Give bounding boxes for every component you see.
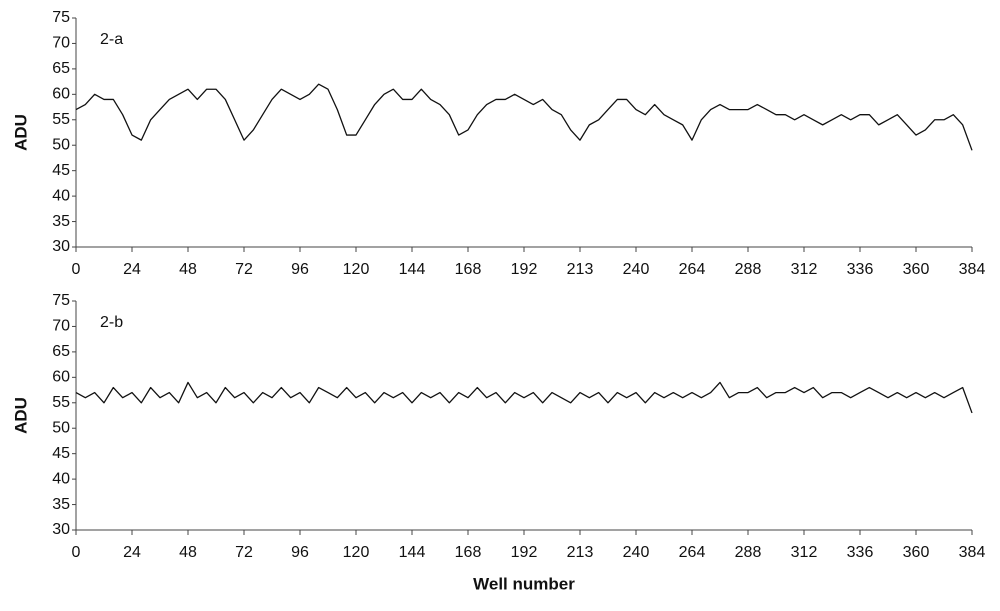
y-tick-label: 70: [52, 318, 70, 335]
x-tick-label: 96: [291, 261, 309, 278]
x-tick-label: 144: [399, 261, 426, 278]
y-tick-label: 75: [52, 292, 70, 309]
x-tick-label: 336: [847, 544, 874, 561]
y-tick-label: 60: [52, 86, 70, 103]
x-tick-label: 72: [235, 544, 253, 561]
annotation: 2-a: [100, 31, 123, 48]
y-tick-label: 50: [52, 136, 70, 153]
x-tick-label: 120: [343, 544, 370, 561]
x-tick-label: 213: [567, 261, 594, 278]
y-tick-label: 70: [52, 35, 70, 52]
x-tick-label: 312: [791, 544, 818, 561]
y-tick-label: 75: [52, 9, 70, 26]
x-tick-label: 168: [455, 261, 482, 278]
data-line: [75, 83, 973, 151]
y-tick-label: 40: [52, 187, 70, 204]
x-tick-label: 384: [959, 544, 986, 561]
y-tick-label: 35: [52, 213, 70, 230]
y-axis-title: ADU: [11, 114, 30, 151]
x-tick-label: 24: [123, 544, 141, 561]
x-tick-label: 0: [72, 261, 81, 278]
x-tick-label: 264: [679, 261, 706, 278]
x-tick-label: 312: [791, 261, 818, 278]
y-tick-label: 65: [52, 60, 70, 77]
x-tick-label: 192: [511, 544, 538, 561]
y-tick-label: 50: [52, 419, 70, 436]
x-tick-label: 360: [903, 544, 930, 561]
x-axis-title: Well number: [473, 574, 575, 593]
y-tick-label: 65: [52, 343, 70, 360]
x-tick-label: 288: [735, 261, 762, 278]
x-tick-label: 168: [455, 544, 482, 561]
x-tick-label: 0: [72, 544, 81, 561]
x-tick-label: 240: [623, 261, 650, 278]
x-tick-label: 144: [399, 544, 426, 561]
x-tick-label: 240: [623, 544, 650, 561]
x-tick-label: 96: [291, 544, 309, 561]
x-tick-label: 48: [179, 261, 197, 278]
y-tick-label: 45: [52, 445, 70, 462]
x-tick-label: 24: [123, 261, 141, 278]
y-axis-title: ADU: [11, 397, 30, 434]
y-tick-label: 30: [52, 521, 70, 538]
x-tick-label: 120: [343, 261, 370, 278]
x-tick-label: 384: [959, 261, 986, 278]
x-tick-label: 192: [511, 261, 538, 278]
y-tick-label: 30: [52, 238, 70, 255]
y-tick-label: 55: [52, 394, 70, 411]
x-tick-label: 72: [235, 261, 253, 278]
x-tick-label: 288: [735, 544, 762, 561]
data-line: [75, 381, 973, 414]
y-tick-label: 55: [52, 111, 70, 128]
y-tick-label: 40: [52, 470, 70, 487]
y-tick-label: 35: [52, 496, 70, 513]
y-tick-label: 60: [52, 369, 70, 386]
x-tick-label: 48: [179, 544, 197, 561]
y-tick-label: 45: [52, 162, 70, 179]
x-tick-label: 336: [847, 261, 874, 278]
x-tick-label: 264: [679, 544, 706, 561]
annotation: 2-b: [100, 314, 123, 331]
x-tick-label: 360: [903, 261, 930, 278]
x-tick-label: 213: [567, 544, 594, 561]
